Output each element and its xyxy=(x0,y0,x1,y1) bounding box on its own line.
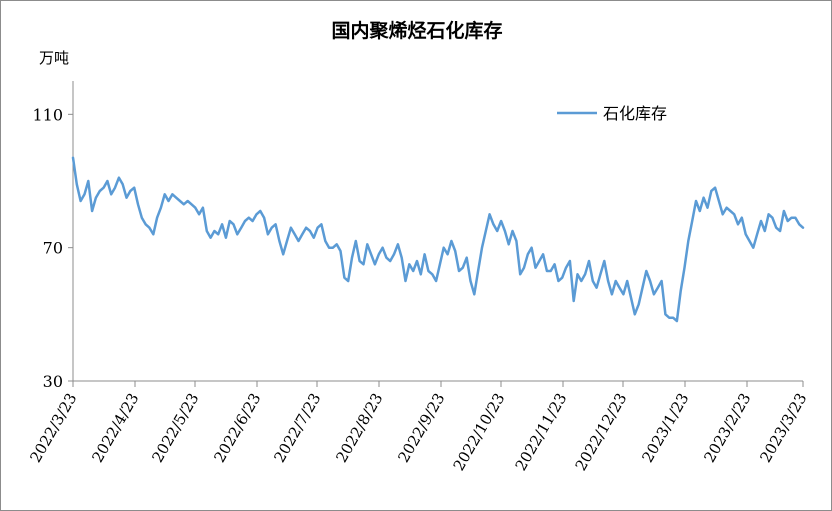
x-tick-label: 2022/8/23 xyxy=(332,390,386,466)
x-tick-label: 2022/3/23 xyxy=(26,390,80,466)
x-axis: 2022/3/23 2022/4/23 2022/5/23 2022/6/23 2022… xyxy=(26,380,810,474)
x-tick-label: 2022/5/23 xyxy=(148,390,202,466)
y-tick-label: 30 xyxy=(43,372,63,391)
x-tick-label: 2022/9/23 xyxy=(394,390,448,466)
y-tick-label: 110 xyxy=(32,105,63,124)
legend: 石化库存 xyxy=(557,104,667,123)
x-tick-label: 2022/11/23 xyxy=(512,390,571,474)
y-tick-label: 70 xyxy=(43,239,63,258)
legend-label: 石化库存 xyxy=(603,104,667,123)
x-tick-label: 2023/2/23 xyxy=(700,390,754,466)
series-layer xyxy=(71,156,805,323)
y-axis: 30 70 110 xyxy=(32,81,74,391)
x-tick-label: 2022/7/23 xyxy=(270,390,324,466)
x-tick-label: 2022/6/23 xyxy=(210,390,264,466)
series-line xyxy=(71,156,805,323)
x-tick-label: 2023/3/23 xyxy=(756,390,810,466)
chart-title: 国内聚烯烃石化库存 xyxy=(331,19,502,42)
x-tick-label: 2023/1/23 xyxy=(638,390,692,466)
x-tick-label: 2022/4/23 xyxy=(88,390,142,466)
x-tick-label: 2022/12/23 xyxy=(572,390,631,474)
y-axis-unit-label: 万吨 xyxy=(39,49,69,67)
x-tick-label: 2022/10/23 xyxy=(450,390,509,474)
